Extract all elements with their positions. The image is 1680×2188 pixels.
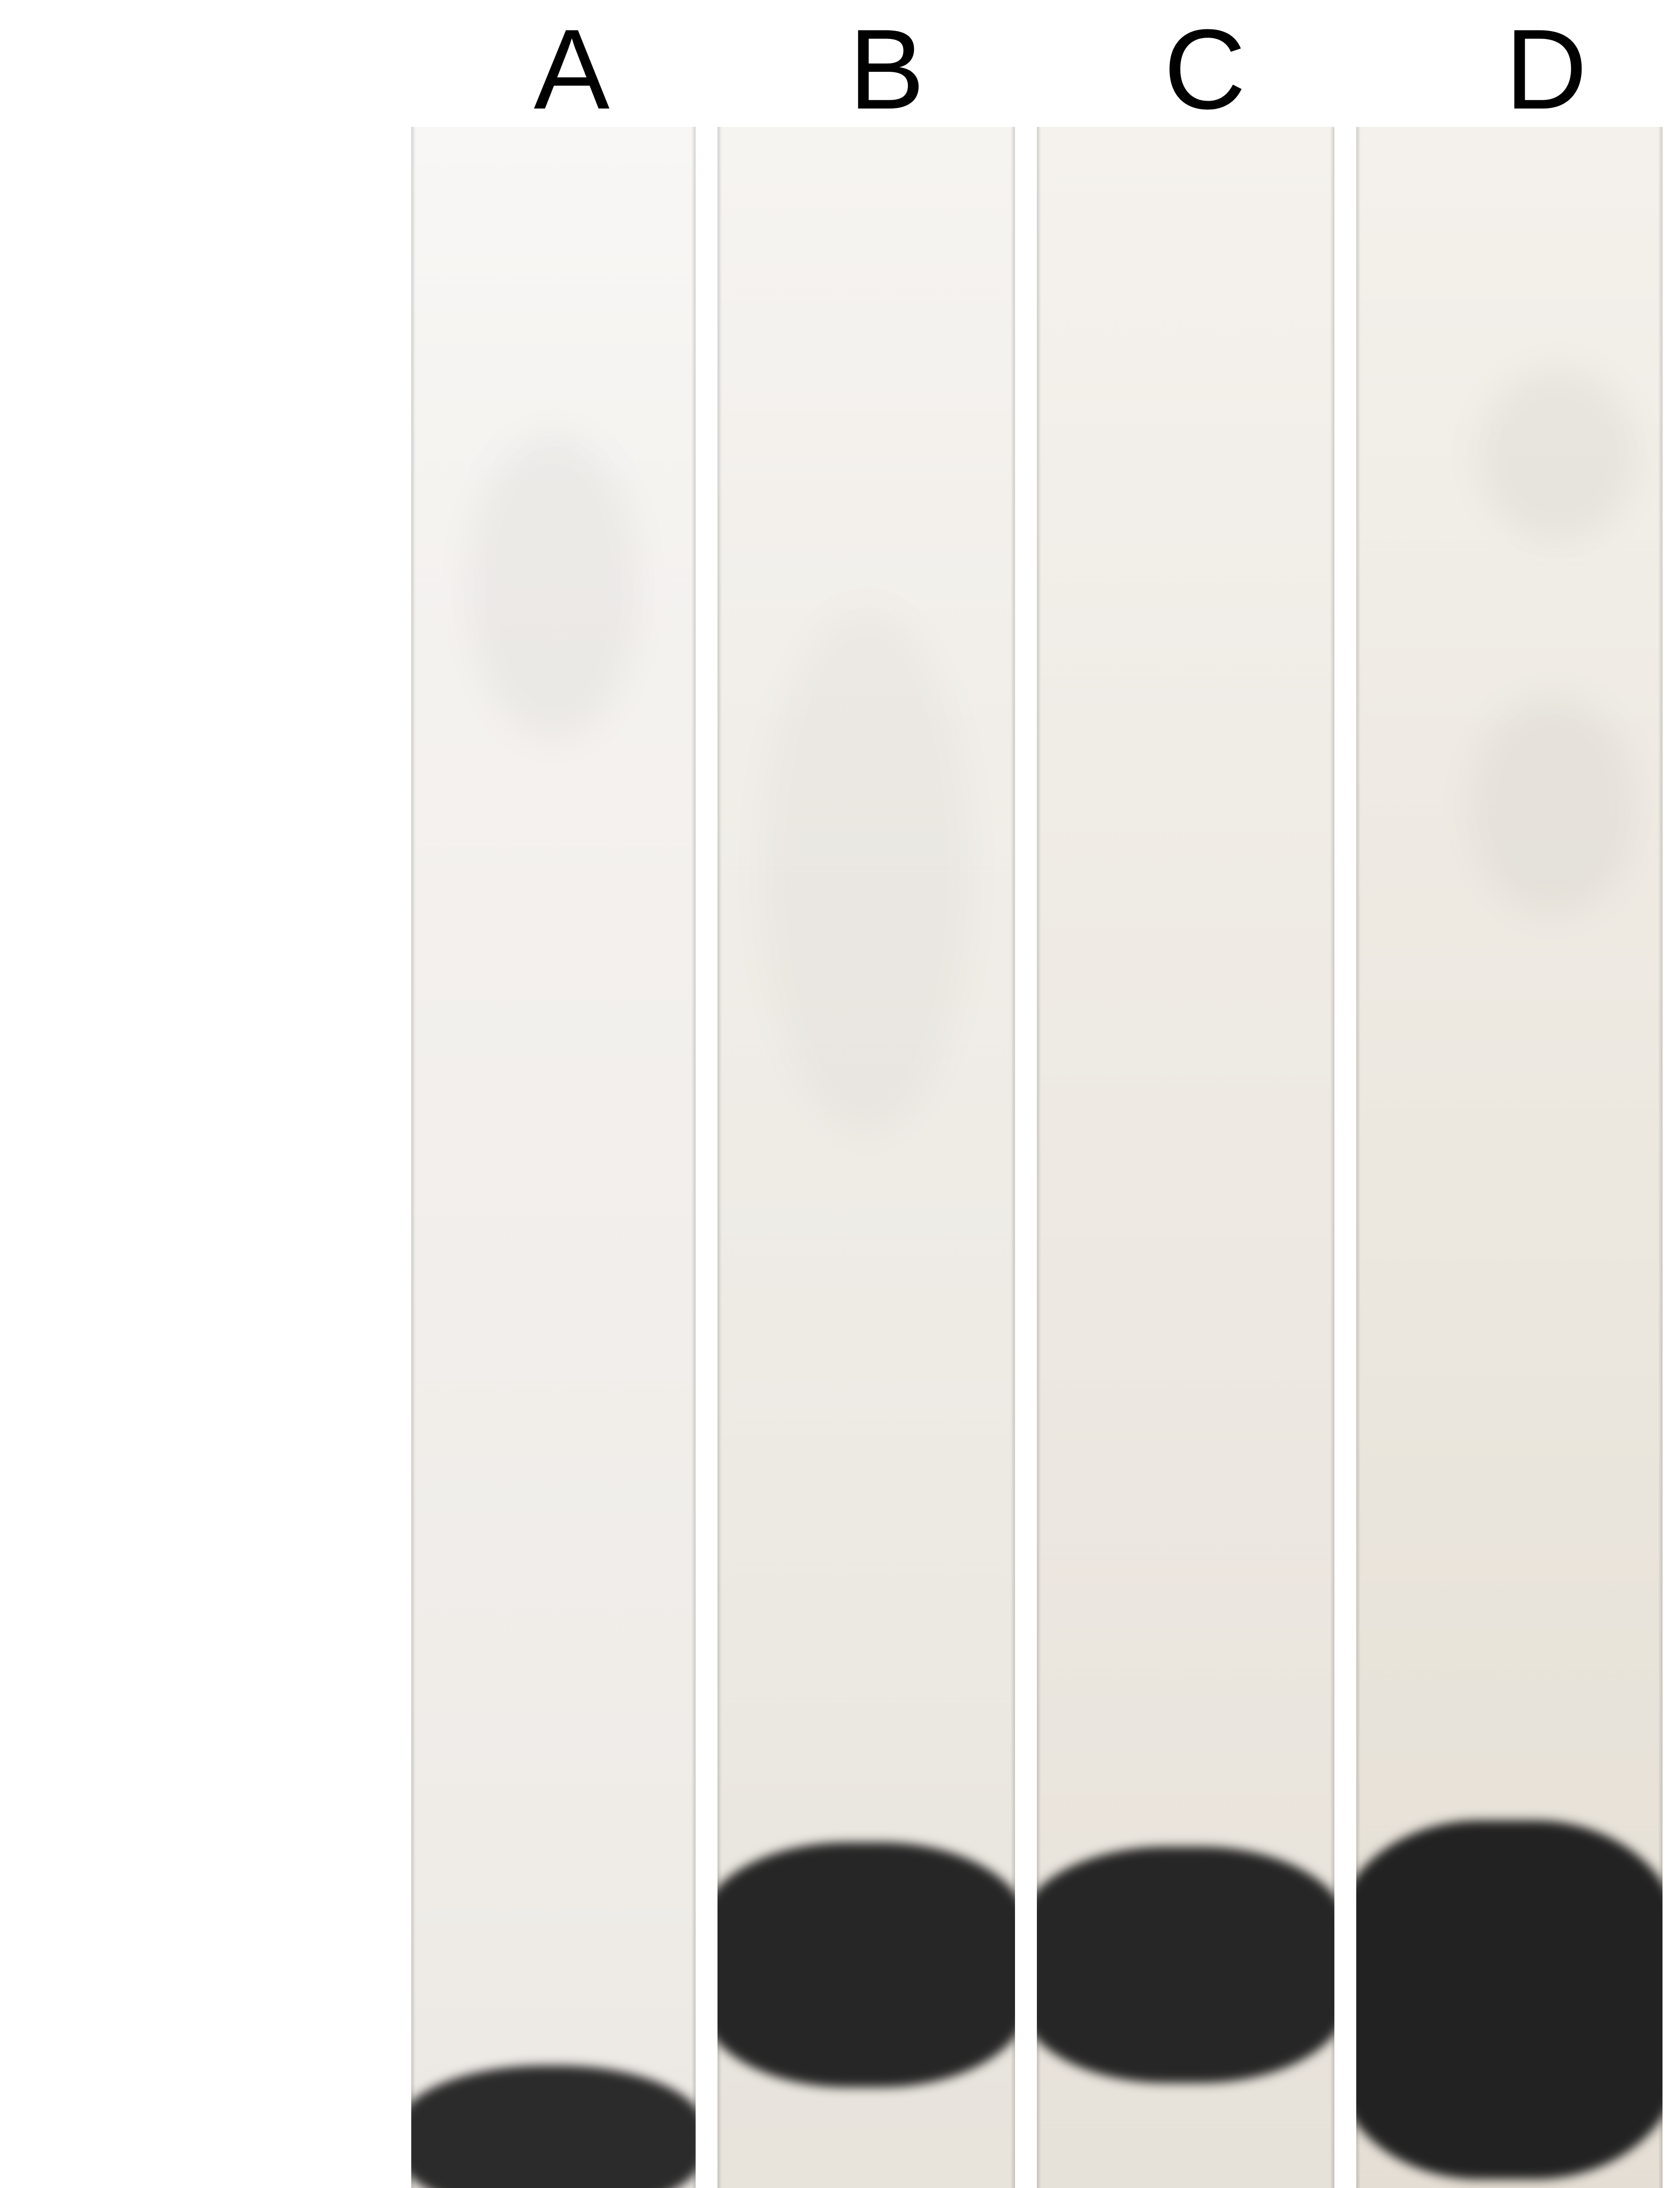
- lane-smudge: [1479, 368, 1636, 543]
- protein-band: [718, 1842, 1015, 2087]
- lane-edge-left: [1037, 127, 1041, 2188]
- lane-smudge: [1470, 696, 1636, 915]
- lane-labels-row: A B C D: [0, 0, 1680, 123]
- blot-lanes-area: [411, 127, 1667, 2188]
- protein-band: [411, 2065, 696, 2188]
- lane-label-c: C: [1164, 4, 1246, 135]
- lane-label-d: D: [1505, 4, 1587, 135]
- lane-c: [1037, 127, 1334, 2188]
- western-blot-figure: A B C D 250kDa 150kDa 100kDa 75kDa 50kDa…: [0, 0, 1680, 2188]
- lane-edge-left: [411, 127, 416, 2188]
- lane-smudge: [761, 608, 971, 1133]
- lane-edge-right: [691, 127, 696, 2188]
- lane-d: [1356, 127, 1662, 2188]
- lane-a: [411, 127, 696, 2188]
- lane-label-a: A: [534, 4, 609, 135]
- protein-band: [1356, 1820, 1662, 2179]
- lane-b: [718, 127, 1015, 2188]
- lane-edge-left: [718, 127, 722, 2188]
- lane-label-b: B: [849, 4, 924, 135]
- lane-edge-right: [1011, 127, 1015, 2188]
- lane-smudge: [468, 433, 639, 740]
- lane-edge-right: [1330, 127, 1334, 2188]
- protein-band: [1037, 1847, 1334, 2083]
